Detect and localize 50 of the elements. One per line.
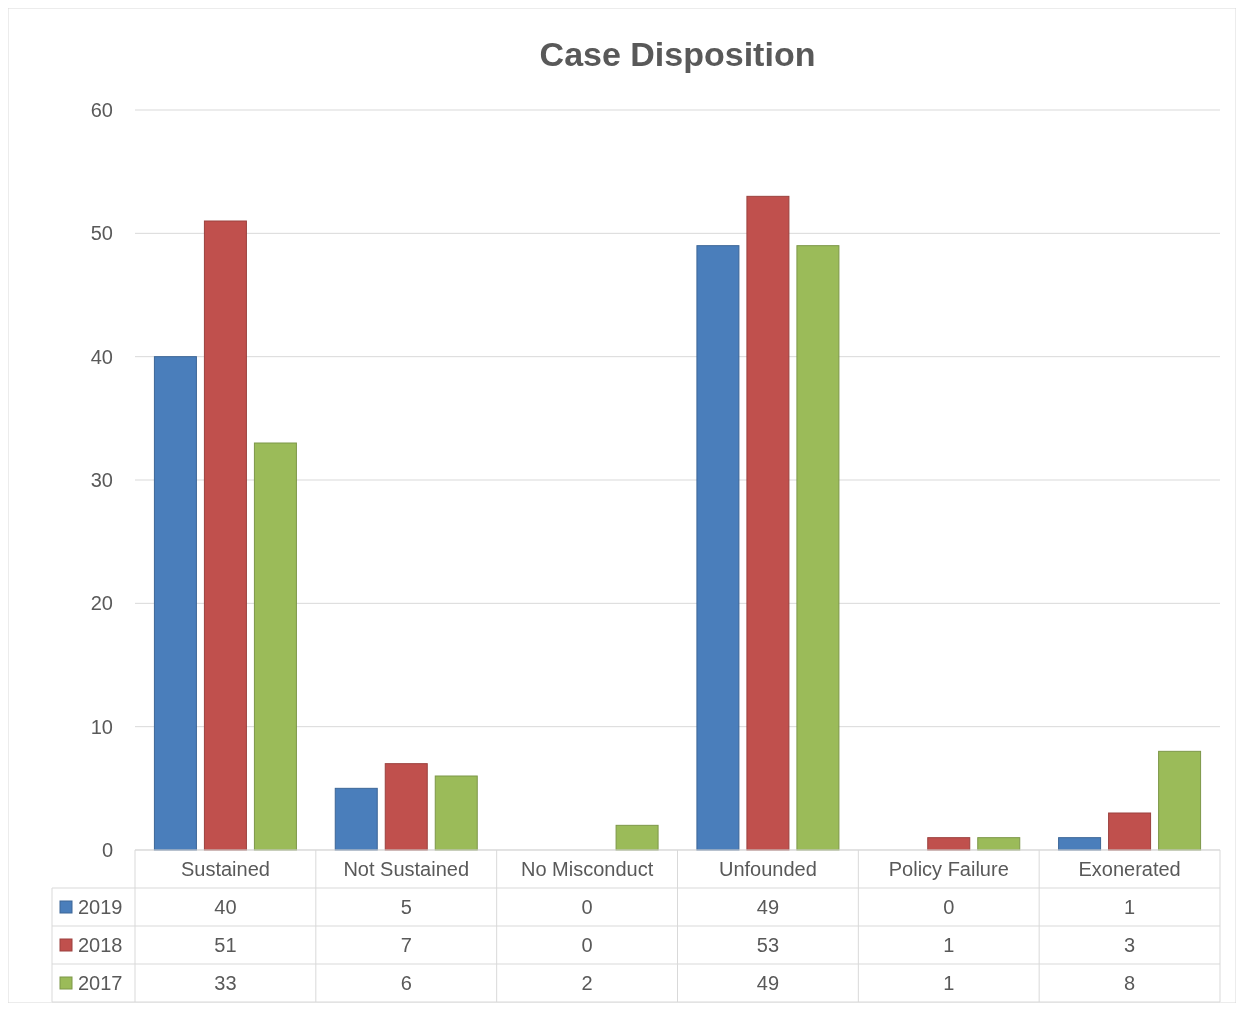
x-tick-label: Policy Failure	[888, 858, 1009, 880]
data-label: 49	[756, 972, 780, 994]
data-label: 49	[756, 896, 780, 918]
bar	[434, 775, 478, 851]
data-label: 3	[1124, 934, 1136, 956]
data-label: 5	[400, 896, 412, 918]
data-label: 0	[943, 896, 955, 918]
y-tick-label: 60	[90, 99, 113, 121]
x-tick-label: Sustained	[180, 858, 270, 880]
data-label: 1	[943, 972, 955, 994]
data-label: 7	[400, 934, 412, 956]
data-label: 53	[756, 934, 780, 956]
bar	[1058, 837, 1102, 851]
bar	[384, 763, 428, 851]
data-label: 0	[581, 934, 593, 956]
bar	[334, 787, 378, 851]
bar	[977, 837, 1021, 851]
bar	[203, 220, 247, 851]
bar	[615, 824, 659, 851]
y-tick-label: 10	[90, 715, 113, 738]
bar	[253, 442, 297, 851]
bar	[796, 245, 840, 851]
data-label: 33	[214, 972, 237, 994]
chart-title: Case Disposition	[539, 35, 816, 73]
bar	[746, 195, 790, 851]
data-label: 51	[214, 934, 237, 956]
data-label: 0	[581, 896, 593, 918]
legend-label: 2019	[78, 896, 123, 918]
bar	[927, 837, 971, 851]
bar	[1108, 812, 1152, 851]
bar	[1158, 750, 1202, 851]
bar	[153, 356, 197, 851]
legend-label: 2018	[78, 934, 123, 956]
y-tick-label: 0	[101, 839, 113, 861]
data-label: 1	[943, 934, 955, 956]
x-tick-label: No Misconduct	[520, 858, 654, 880]
y-tick-label: 40	[90, 345, 113, 368]
x-tick-label: Exonerated	[1078, 858, 1181, 880]
legend-label: 2017	[78, 972, 123, 994]
data-label: 2	[581, 972, 593, 994]
data-label: 40	[214, 896, 237, 918]
data-label: 6	[400, 972, 412, 994]
y-tick-label: 30	[90, 469, 113, 491]
y-tick-label: 20	[90, 592, 113, 615]
y-tick-label: 50	[90, 222, 113, 245]
x-tick-label: Unfounded	[718, 858, 817, 880]
x-tick-label: Not Sustained	[343, 858, 470, 880]
bar	[696, 245, 740, 851]
data-label: 8	[1124, 972, 1136, 994]
data-label: 1	[1124, 896, 1136, 918]
